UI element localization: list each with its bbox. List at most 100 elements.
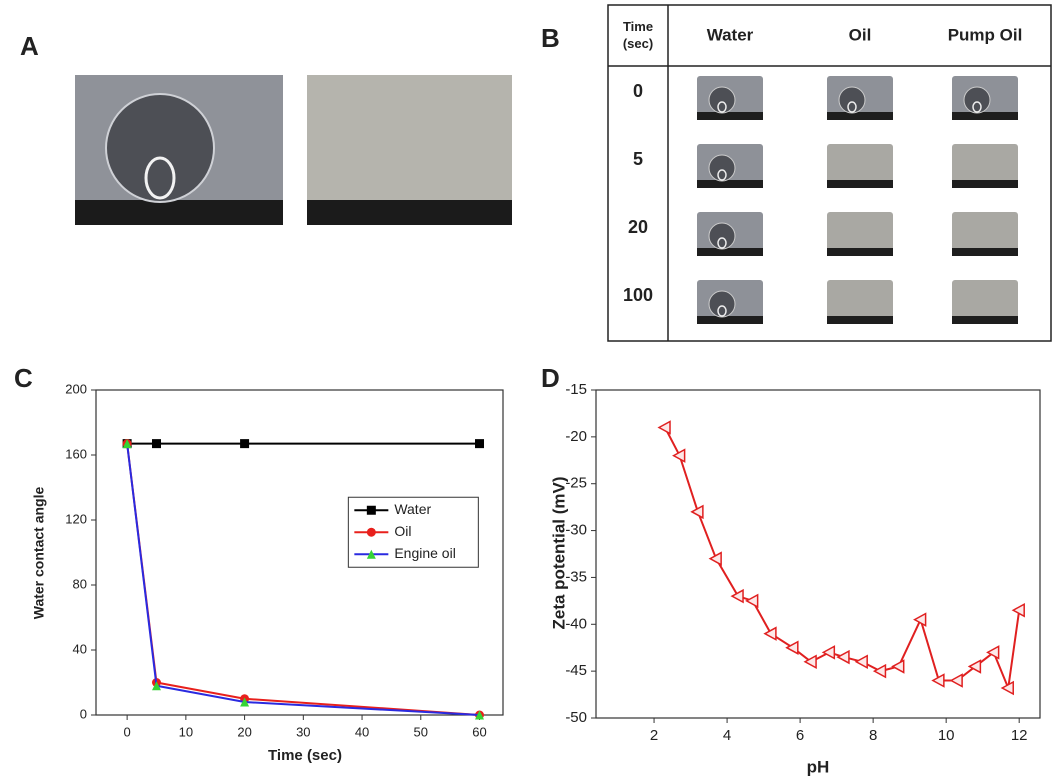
photo-droplet	[75, 75, 283, 225]
legend-label: Oil	[394, 523, 411, 539]
photo	[697, 144, 763, 188]
droplet	[708, 222, 736, 250]
photo-bg	[952, 144, 1018, 188]
point	[657, 420, 671, 435]
x-tick-label: 8	[869, 727, 877, 744]
x-tick-label: 10	[179, 724, 193, 739]
photo-bg	[952, 212, 1018, 256]
x-tick-label: 20	[237, 724, 251, 739]
panel-label: C	[14, 363, 33, 393]
table-header: Pump Oil	[948, 25, 1023, 44]
droplet-glint	[847, 101, 857, 113]
table-header: Time (sec)	[623, 19, 653, 51]
legend-label: Engine oil	[394, 545, 456, 561]
point	[745, 593, 759, 609]
series-line	[126, 443, 480, 716]
y-tick-label: -25	[565, 475, 587, 492]
point	[986, 645, 1000, 660]
y-tick-label: 200	[65, 381, 87, 396]
photo	[697, 212, 763, 256]
point	[854, 654, 868, 670]
y-tick-label: -15	[565, 381, 587, 398]
point	[836, 649, 850, 665]
point	[151, 439, 161, 449]
photo-bg	[952, 280, 1018, 324]
point	[931, 673, 945, 688]
photo-ground	[827, 112, 893, 120]
x-tick-label: 60	[472, 724, 486, 739]
y-axis-label: Zeta potential (mV)	[549, 476, 568, 629]
photo	[952, 76, 1018, 120]
point	[240, 697, 250, 707]
y-tick-label: -20	[565, 428, 587, 445]
point	[821, 645, 836, 660]
point	[872, 663, 887, 679]
point	[763, 626, 777, 641]
photo-bg	[827, 212, 893, 256]
legend-marker	[366, 549, 376, 559]
photo	[952, 280, 1018, 324]
photo-absorbed	[307, 75, 512, 225]
point	[803, 654, 817, 670]
point	[240, 439, 250, 449]
x-tick-label: 0	[124, 724, 131, 739]
droplet-glint	[717, 169, 727, 181]
chart: 2 4 6 8 10 12 -50 -45 -40 -35 -30 -25 -20 -15 pH Zeta p…	[549, 381, 1041, 776]
y-tick-label: 40	[73, 641, 87, 656]
point	[785, 640, 799, 655]
photo	[952, 144, 1018, 188]
y-axis-label: Water contact angle	[31, 487, 47, 620]
point	[475, 439, 485, 449]
row-label: 100	[623, 285, 653, 305]
point	[672, 448, 686, 463]
y-tick-label: -50	[565, 709, 587, 726]
photo-ground	[697, 180, 763, 188]
droplet	[963, 86, 991, 114]
y-tick-label: 120	[65, 511, 87, 526]
legend-label: Water	[394, 501, 431, 517]
point	[730, 588, 744, 604]
table-frame	[607, 4, 1052, 342]
y-tick-label: 0	[80, 706, 87, 721]
x-tick-label: 6	[796, 727, 804, 744]
photo	[827, 212, 893, 256]
x-axis-label: pH	[807, 757, 830, 776]
photo-ground	[952, 180, 1018, 188]
panel-label: A	[20, 31, 39, 61]
point	[708, 551, 722, 566]
x-tick-label: 10	[938, 727, 955, 744]
photo	[697, 76, 763, 120]
y-tick-label: 80	[73, 576, 87, 591]
photo	[827, 76, 893, 120]
photo-bg	[827, 280, 893, 324]
point	[475, 710, 485, 720]
legend-marker	[366, 527, 376, 537]
point	[967, 659, 982, 674]
plot-frame	[95, 389, 504, 716]
point	[913, 612, 927, 627]
photo	[827, 144, 893, 188]
series-line	[126, 443, 480, 716]
legend-marker	[366, 505, 376, 515]
row-label: 5	[633, 149, 643, 169]
row-label: 20	[628, 217, 648, 237]
photo-ground	[697, 112, 763, 120]
y-tick-label: -35	[565, 568, 587, 585]
photo-ground	[697, 316, 763, 324]
photo-ground	[952, 316, 1018, 324]
droplet-glint	[717, 101, 727, 113]
photo	[952, 212, 1018, 256]
x-tick-label: 12	[1011, 727, 1028, 744]
table-header: Water	[707, 25, 754, 44]
x-axis-label: Time (sec)	[268, 747, 342, 764]
x-tick-label: 40	[355, 724, 369, 739]
photo	[827, 280, 893, 324]
droplet-glint	[717, 237, 727, 249]
plot-frame	[595, 389, 1041, 719]
y-tick-label: -45	[565, 662, 587, 679]
row-label: 0	[633, 81, 643, 101]
table-header: Oil	[849, 25, 872, 44]
charts: 0 10 20 30 40 50 60 0 40 80 120 160 200 Time (sec) Wat…	[31, 381, 1041, 776]
photo-ground	[952, 248, 1018, 256]
point	[122, 439, 132, 449]
